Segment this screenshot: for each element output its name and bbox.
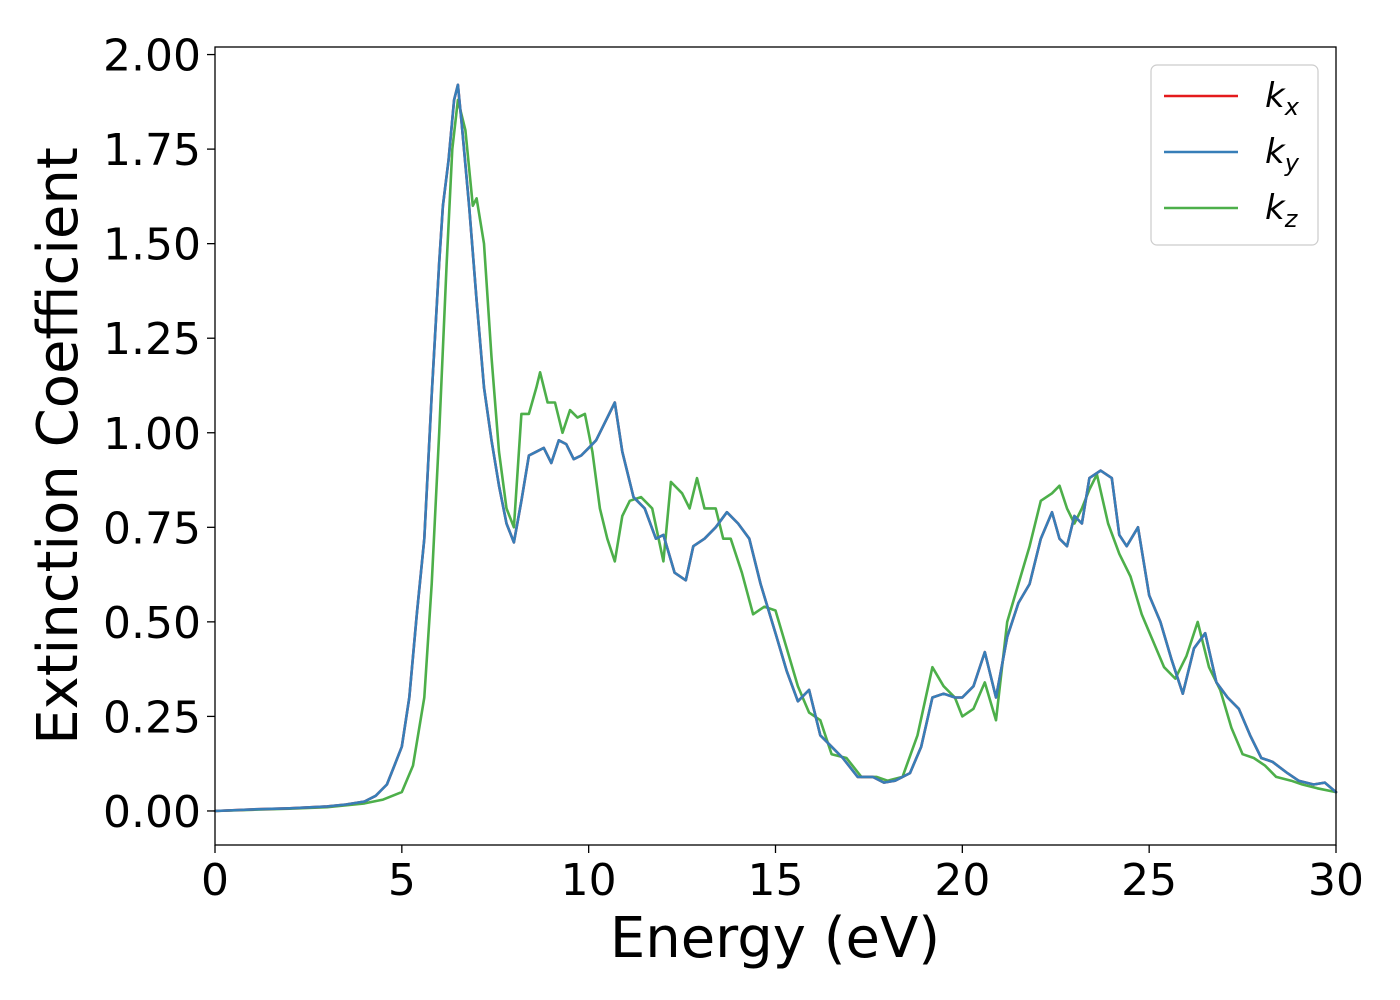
x-tick-label: 5 <box>388 855 416 906</box>
y-axis-ticks: 0.00 0.25 0.50 0.75 1.00 1.25 1.50 1.75 2.00 <box>103 31 215 838</box>
series-line-ky <box>213 83 1338 813</box>
x-axis-ticks: 0 5 10 15 20 25 30 <box>201 845 1364 906</box>
x-tick-label: 25 <box>1121 855 1177 906</box>
x-tick-label: 20 <box>934 855 990 906</box>
x-tick-label: 30 <box>1308 855 1364 906</box>
y-tick-label: 0.50 <box>103 598 201 649</box>
x-tick-label: 15 <box>748 855 804 906</box>
legend-box <box>1150 64 1319 246</box>
y-tick-label: 0.75 <box>103 503 201 554</box>
legend-items: kx ky kz <box>1164 76 1300 233</box>
series-line-kz <box>213 98 1338 813</box>
y-tick-label: 1.00 <box>103 409 201 460</box>
y-tick-label: 1.25 <box>103 314 201 365</box>
x-tick-label: 0 <box>201 855 229 906</box>
x-axis-label: Energy (eV) <box>610 906 940 971</box>
x-tick-label: 10 <box>561 855 617 906</box>
series-layer <box>213 83 1338 813</box>
y-tick-label: 1.50 <box>103 220 201 271</box>
legend-label-kx: kx <box>1265 76 1300 121</box>
y-tick-label: 0.25 <box>103 692 201 743</box>
legend: kx ky kz <box>1150 64 1319 246</box>
y-axis-label: Extinction Coefficient <box>26 147 91 745</box>
y-tick-label: 1.75 <box>103 125 201 176</box>
y-tick-label: 0.00 <box>103 787 201 838</box>
y-tick-label: 2.00 <box>103 31 201 82</box>
legend-label-kz: kz <box>1265 188 1299 233</box>
legend-label-ky: ky <box>1265 132 1300 177</box>
